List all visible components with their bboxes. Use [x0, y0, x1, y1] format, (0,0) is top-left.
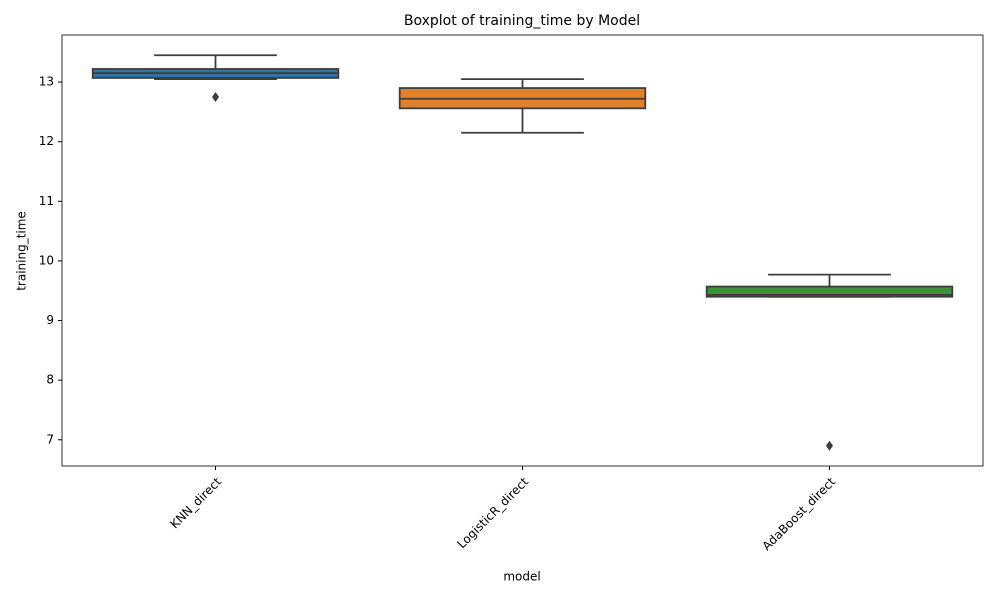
chart-title: Boxplot of training_time by Model: [404, 13, 640, 29]
outlier: [826, 440, 833, 451]
x-axis-label: model: [503, 570, 540, 584]
y-tick-label: 8: [46, 373, 54, 387]
y-tick-label: 7: [46, 432, 54, 446]
y-tick-label: 13: [39, 75, 54, 89]
x-tick-label: AdaBoost_direct: [759, 474, 838, 553]
y-axis-label: training_time: [15, 211, 29, 291]
outlier: [212, 91, 219, 102]
y-tick-label: 12: [39, 134, 54, 148]
box: [705, 285, 954, 298]
x-tick-label: LogisticR_direct: [455, 474, 532, 551]
y-tick-label: 11: [39, 194, 54, 208]
y-tick-label: 9: [46, 313, 54, 327]
x-tick-label: KNN_direct: [167, 474, 224, 531]
y-tick-label: 10: [39, 253, 54, 267]
